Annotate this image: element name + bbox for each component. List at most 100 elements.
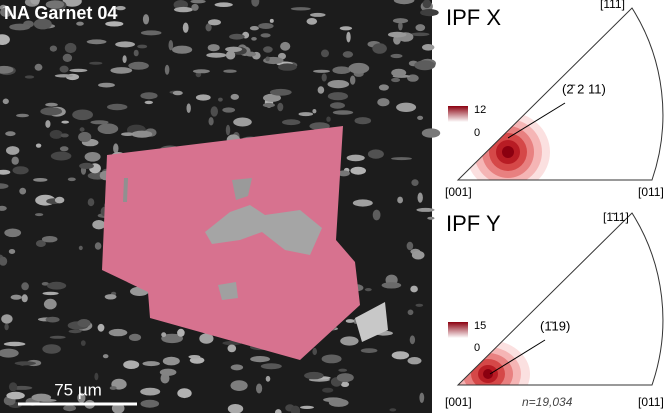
- corner-label: [111]: [600, 0, 625, 11]
- texture-grain: [411, 179, 418, 186]
- texture-grain: [392, 351, 409, 359]
- texture-grain: [277, 103, 283, 112]
- texture-grain: [228, 345, 237, 353]
- texture-grain: [42, 236, 58, 242]
- texture-grain: [33, 178, 47, 182]
- texture-grain: [172, 46, 192, 54]
- texture-grain: [211, 106, 218, 116]
- texture-grain: [346, 32, 350, 43]
- texture-grain: [173, 91, 183, 96]
- texture-grain: [89, 62, 102, 65]
- texture-grain: [348, 63, 369, 74]
- texture-grain: [140, 388, 160, 396]
- texture-grain: [332, 66, 350, 74]
- texture-grain: [43, 292, 59, 295]
- texture-grain: [231, 380, 248, 391]
- texture-grain: [261, 363, 282, 369]
- texture-grain: [261, 33, 271, 37]
- texture-grain: [42, 344, 61, 353]
- texture-grain: [69, 69, 87, 72]
- texture-grain: [145, 101, 153, 104]
- texture-grain: [389, 408, 396, 411]
- texture-grain: [329, 399, 349, 407]
- texture-grain: [193, 69, 210, 73]
- texture-grain: [6, 146, 19, 155]
- texture-grain: [123, 360, 139, 369]
- texture-grain: [233, 118, 252, 127]
- texture-grain: [208, 44, 220, 51]
- texture-grain: [263, 103, 275, 107]
- texture-grain: [231, 94, 239, 100]
- texture-grain: [373, 210, 381, 221]
- texture-grain: [340, 26, 352, 30]
- texture-grain: [63, 54, 72, 62]
- texture-grain: [270, 19, 274, 23]
- texture-grain: [215, 2, 233, 7]
- texture-grain: [407, 242, 414, 250]
- colorbar: [448, 106, 468, 122]
- texture-grain: [218, 98, 223, 102]
- texture-grain: [208, 19, 221, 25]
- texture-grain: [4, 229, 21, 238]
- texture-grain: [225, 47, 242, 52]
- texture-grain: [418, 193, 423, 203]
- texture-grain: [299, 112, 314, 116]
- texture-grain: [50, 130, 63, 139]
- texture-grain: [270, 89, 292, 96]
- texture-grain: [191, 4, 198, 11]
- texture-grain: [128, 62, 149, 70]
- texture-grain: [350, 76, 355, 85]
- texture-grain: [55, 74, 73, 77]
- image-title: NA Garnet 04: [4, 3, 117, 23]
- texture-grain: [103, 354, 109, 358]
- texture-grain: [94, 373, 98, 381]
- texture-grain: [19, 188, 26, 195]
- texture-grain: [333, 110, 353, 115]
- texture-grain: [318, 86, 325, 94]
- ipf-title: IPF Y: [446, 211, 501, 236]
- texture-grain: [226, 51, 235, 60]
- texture-grain: [391, 157, 412, 160]
- texture-grain: [87, 39, 107, 44]
- texture-grain: [408, 310, 414, 316]
- texture-grain: [98, 123, 119, 134]
- texture-grain: [196, 94, 211, 100]
- texture-grain: [419, 393, 424, 403]
- texture-grain: [68, 178, 76, 182]
- texture-grain: [85, 152, 101, 162]
- texture-grain: [300, 406, 314, 409]
- texture-grain: [12, 157, 19, 165]
- texture-grain: [328, 92, 348, 100]
- texture-grain: [36, 144, 41, 148]
- texture-grain: [55, 197, 64, 204]
- texture-grain: [81, 340, 86, 346]
- texture-grain: [72, 110, 93, 121]
- texture-grain: [266, 376, 271, 382]
- texture-grain: [256, 384, 262, 394]
- texture-grain: [310, 13, 326, 17]
- texture-grain: [15, 361, 36, 365]
- texture-grain: [223, 70, 236, 73]
- texture-grain: [326, 117, 330, 122]
- texture-grain: [3, 99, 9, 105]
- texture-grain: [80, 127, 85, 131]
- texture-grain: [44, 299, 57, 310]
- texture-grain: [174, 7, 193, 12]
- texture-grain: [278, 63, 297, 70]
- texture-grain: [416, 208, 434, 212]
- texture-grain: [107, 104, 127, 110]
- texture-grain: [350, 167, 366, 175]
- texture-grain: [206, 53, 226, 58]
- texture-grain: [391, 69, 406, 77]
- texture-grain: [361, 348, 378, 353]
- texture-grain: [177, 388, 191, 398]
- texture-grain: [346, 319, 355, 323]
- texture-grain: [338, 369, 347, 372]
- texture-grain: [77, 319, 90, 327]
- ipf-title: IPF X: [446, 5, 501, 30]
- count-label: n=19,034: [522, 395, 573, 409]
- texture-grain: [347, 155, 365, 162]
- texture-grain: [134, 50, 139, 57]
- scale-bar-label: 75 µm: [54, 380, 102, 399]
- texture-grain: [422, 128, 440, 137]
